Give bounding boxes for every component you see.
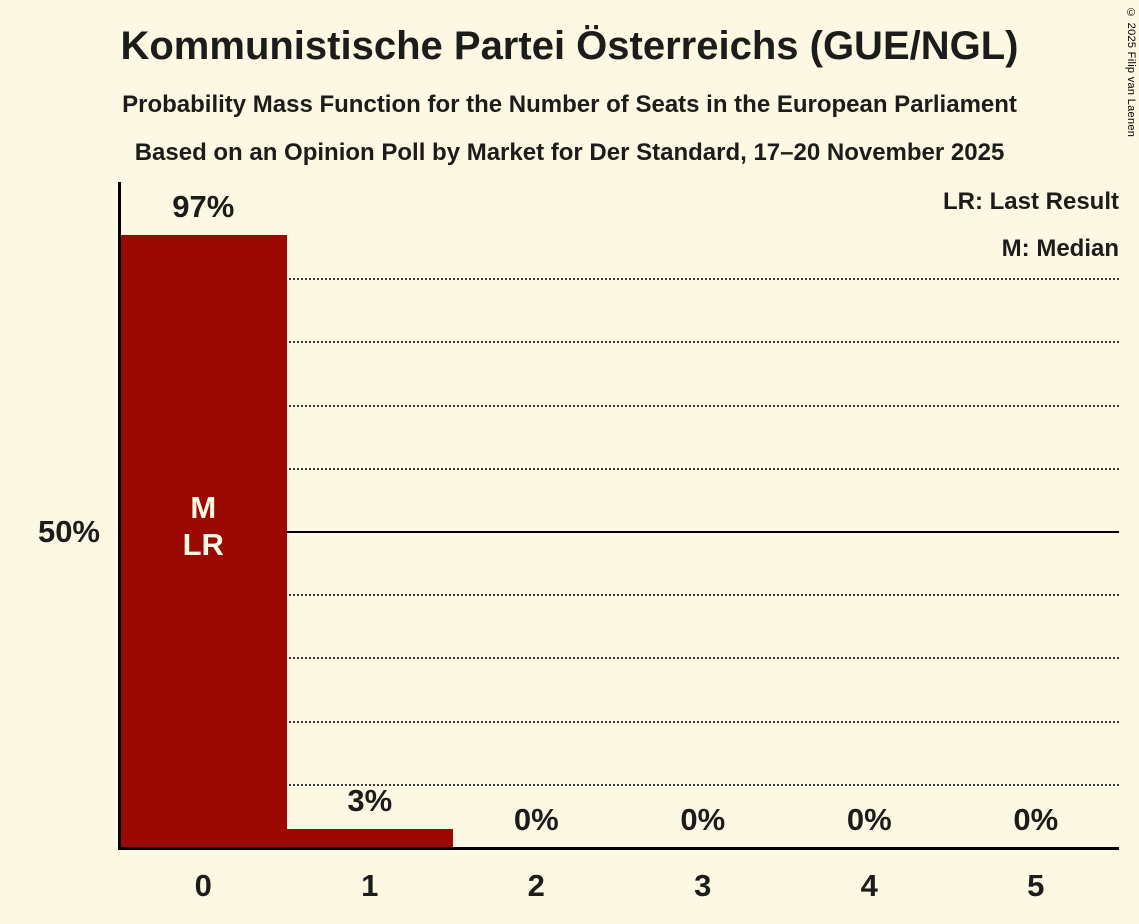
value-label-seats-3: 0% <box>680 802 726 837</box>
legend-median: M: Median <box>1001 235 1119 262</box>
x-axis-tick-label-3: 3 <box>694 868 712 903</box>
median-marker-label: M <box>190 490 217 525</box>
chart-subtitle-pmf: Probability Mass Function for the Number… <box>122 91 1017 118</box>
y-axis-line <box>118 182 121 850</box>
bar-seats-1 <box>286 829 453 848</box>
gridline-70-percent <box>120 404 1119 407</box>
value-label-seats-1: 3% <box>347 783 393 819</box>
x-axis-tick-label-2: 2 <box>527 868 545 903</box>
last-result-marker-label: LR <box>182 527 224 562</box>
median-last-result-marker: M LR <box>120 489 287 563</box>
gridline-80-percent <box>120 341 1119 344</box>
gridline-40-percent <box>120 594 1119 597</box>
x-axis-tick-label-0: 0 <box>194 868 212 903</box>
x-axis-tick-label-5: 5 <box>1027 868 1045 903</box>
gridline-60-percent <box>120 467 1119 470</box>
legend-last-result: LR: Last Result <box>942 188 1119 215</box>
x-axis-tick-label-1: 1 <box>361 868 379 903</box>
fifty-percent-majority-line <box>120 531 1119 533</box>
gridline-30-percent <box>120 657 1119 660</box>
y-axis-50-percent-label: 50% <box>37 514 100 549</box>
gridline-10-percent <box>120 783 1119 786</box>
value-label-seats-0: 97% <box>172 188 235 224</box>
x-axis-tick-label-4: 4 <box>860 868 878 903</box>
gridline-20-percent <box>120 720 1119 723</box>
value-label-seats-2: 0% <box>513 802 559 837</box>
bar-seats-0 <box>120 234 287 848</box>
value-label-seats-4: 0% <box>846 802 892 837</box>
chart-title: Kommunistische Partei Österreichs (GUE/N… <box>120 24 1019 68</box>
gridline-90-percent <box>120 278 1119 281</box>
chart-subtitle-poll-source: Based on an Opinion Poll by Market for D… <box>134 139 1005 166</box>
value-label-seats-5: 0% <box>1013 802 1059 837</box>
x-axis-line <box>120 847 1119 850</box>
copyright-notice: © 2025 Filip van Laenen <box>1125 7 1137 138</box>
